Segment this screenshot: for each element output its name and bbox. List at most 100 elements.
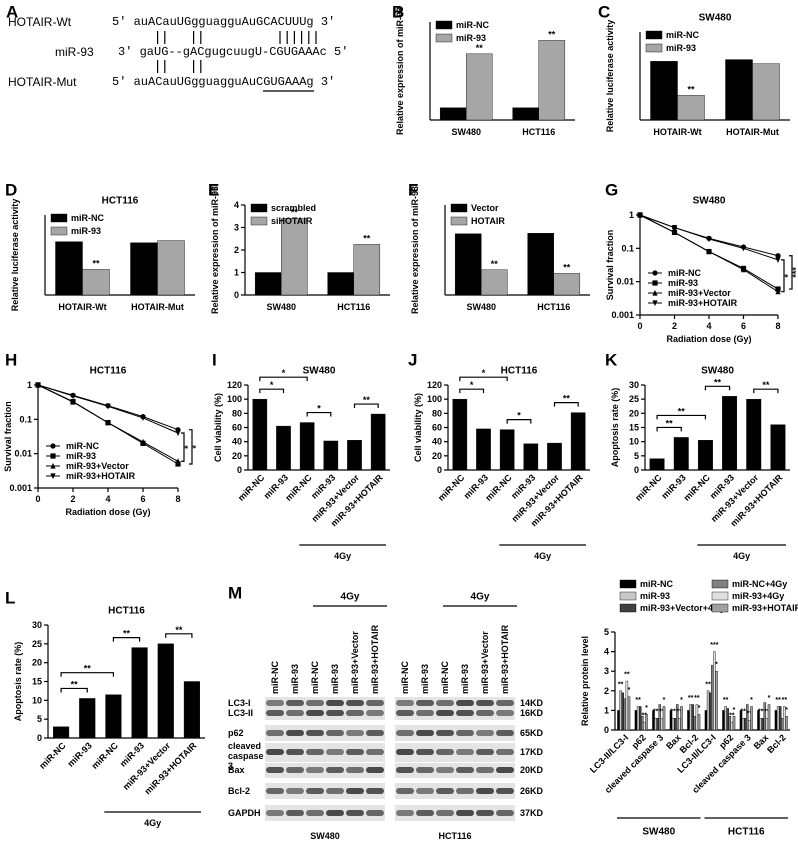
significance-label: ** <box>363 233 371 243</box>
column-label: miR-93 <box>290 664 300 694</box>
row-label: GAPDH <box>228 808 261 818</box>
blot-band <box>346 730 364 736</box>
significance-label: ** <box>670 709 676 716</box>
significance-label: ** <box>642 713 648 720</box>
blot-band <box>396 749 414 755</box>
blot-band <box>266 700 284 706</box>
blot-band <box>496 749 514 755</box>
sequence-name: HOTAIR-Mut <box>8 75 77 89</box>
bracket-label: * <box>317 404 321 414</box>
bar <box>752 63 780 121</box>
blot-band <box>396 788 414 794</box>
blot-band <box>496 710 514 716</box>
legend-marker <box>50 453 56 459</box>
y-tick-label: 0.001 <box>9 483 32 493</box>
bracket-label: ** <box>123 629 131 639</box>
y-tick-label: 0.1 <box>621 243 634 253</box>
x-tick-label: miR-NC <box>633 472 664 503</box>
y-tick-label: 15 <box>629 423 639 433</box>
bar <box>761 718 764 731</box>
blot-band <box>366 730 384 736</box>
legend-label: miR-93+4Gy <box>732 591 784 601</box>
blot-band <box>476 749 494 755</box>
blot-band <box>456 749 474 755</box>
bar <box>183 681 200 739</box>
bar <box>327 272 354 296</box>
point <box>740 266 747 273</box>
legend-swatch <box>250 216 268 226</box>
x-tick-label: 8 <box>175 494 180 504</box>
legend-swatch <box>50 213 68 223</box>
significance-label: ** <box>491 259 499 269</box>
bar <box>645 714 648 731</box>
x-tick-label: Bcl-2 <box>765 732 788 755</box>
x-tick-label: miR-NC <box>236 472 267 503</box>
bar <box>370 413 386 471</box>
bar <box>281 218 308 296</box>
blot-band <box>496 788 514 794</box>
x-tick-label: HOTAIR-Mut <box>131 302 184 312</box>
significance-label: ** <box>729 713 735 720</box>
bar <box>671 718 675 731</box>
blot-band <box>306 788 324 794</box>
blot-band <box>416 700 434 706</box>
significance-label: * <box>785 707 788 714</box>
x-tick-label: 2 <box>70 494 75 504</box>
significance-label: * <box>663 697 666 704</box>
y-axis-label: Cell viability (%) <box>213 393 223 462</box>
y-tick-label: 40 <box>432 437 442 447</box>
bracket-label: * <box>783 274 793 278</box>
chart-title: HCT116 <box>501 366 538 377</box>
y-tick-label: 0 <box>437 465 442 475</box>
bar <box>741 718 745 731</box>
blot-strip <box>395 743 515 762</box>
panel-label: L <box>5 589 15 608</box>
blot-band <box>436 700 454 706</box>
bar <box>439 107 467 121</box>
y-tick-label: 25 <box>629 394 639 404</box>
y-tick-label: 0.01 <box>616 277 634 287</box>
y-tick-label: 30 <box>629 380 639 390</box>
y-tick-label: 20 <box>629 408 639 418</box>
blot-band <box>476 810 494 816</box>
bar <box>759 718 762 731</box>
bracket <box>306 411 332 417</box>
y-tick-label: 60 <box>232 423 242 433</box>
significance-label: ** <box>563 262 571 272</box>
legend-label: miR-93+HOTAIR+4Gy <box>732 603 798 613</box>
blot-band <box>326 810 344 816</box>
bracket-label: * <box>282 368 286 378</box>
bracket-label: ** <box>714 377 722 387</box>
row-label: Bax <box>228 765 245 775</box>
blot-band <box>266 730 284 736</box>
legend-marker <box>50 462 56 469</box>
bracket-label: ** <box>762 380 770 390</box>
x-tick-label: 8 <box>775 321 780 331</box>
blot-band <box>366 749 384 755</box>
blot-strip <box>265 743 385 762</box>
panel-label: B <box>392 3 404 22</box>
y-tick-label: 30 <box>32 620 42 630</box>
bar <box>676 704 679 731</box>
bar <box>774 710 778 731</box>
x-tick-label: 2 <box>672 321 677 331</box>
bracket-label: ** <box>71 679 79 689</box>
y-tick-label: 0.01 <box>14 449 32 459</box>
blot-strip <box>395 805 515 821</box>
bar <box>677 95 705 121</box>
y-tick-label: 0 <box>604 725 609 735</box>
point <box>671 229 678 236</box>
blot-band <box>286 749 304 755</box>
panel-label: D <box>5 181 17 200</box>
x-tick-label: miR-NC <box>682 472 713 503</box>
blot-strip <box>395 783 515 799</box>
bar <box>643 721 646 731</box>
blot-band <box>266 788 284 794</box>
y-axis-label: Relative expression of miR-93 <box>395 7 405 135</box>
legend-label: miR-93+Vector <box>668 288 731 298</box>
bar <box>527 232 554 296</box>
blot-band <box>346 700 364 706</box>
significance-label: ** <box>659 709 665 716</box>
group-label: 4Gy <box>334 551 351 561</box>
legend-label: miR-93+Vector+4Gy <box>640 603 725 613</box>
